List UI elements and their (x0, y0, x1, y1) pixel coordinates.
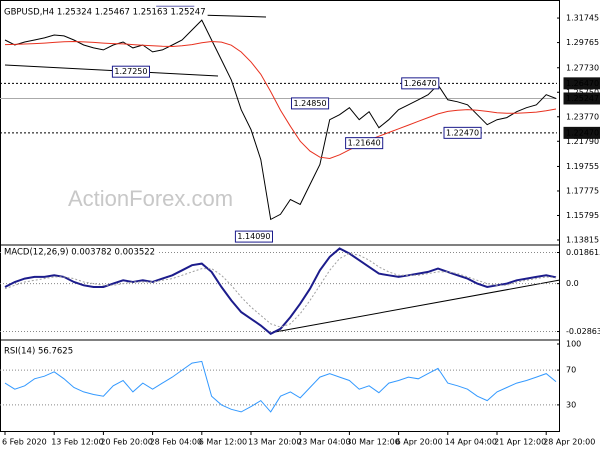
y-tick-label: 0.018615 (566, 248, 600, 257)
level-box (563, 126, 600, 139)
x-tick-label: 6 Apr 20:00 (396, 438, 443, 447)
series-line (4, 252, 557, 328)
last-price-box (563, 92, 600, 105)
series-line (4, 40, 557, 160)
y-tick-label: 1.31745 (566, 14, 599, 23)
x-tick-label: 6 Mar 12:00 (199, 438, 247, 447)
x-tick-label: 20 Feb 20:00 (100, 438, 152, 447)
frame (0, 0, 560, 432)
x-tick-label: 14 Apr 04:00 (445, 438, 497, 447)
y-tick-label: 100 (566, 340, 581, 349)
x-tick-label: 28 Feb 04:00 (150, 438, 202, 447)
y-tick-label: 1.25750 (566, 88, 599, 97)
panel-title: RSI(14) 56.7625 (4, 347, 73, 357)
annotation-box (234, 230, 273, 243)
annotation-box (111, 65, 150, 78)
panel-title: GBPUSD,H4 1.25324 1.25467 1.25163 1.2524… (4, 8, 206, 18)
x-tick-label: 28 Apr 20:00 (543, 438, 595, 447)
watermark: ActionForex.com (68, 186, 233, 211)
annotation-label: 1.22470 (446, 128, 479, 137)
title-bg (2, 6, 208, 19)
y-tick-label: 1.21790 (566, 137, 599, 146)
annotation-label: 1.21640 (348, 139, 381, 148)
series-line (4, 360, 557, 413)
y-tick-label: 30 (566, 400, 576, 409)
y-tick-label: 1.13815 (566, 235, 599, 244)
level-label: 1.26470 (566, 79, 599, 88)
y-tick-label: 70 (566, 366, 576, 375)
y-tick-label: 1.23770 (566, 112, 599, 121)
title-bg (2, 345, 76, 358)
y-tick-label: 1.15795 (566, 211, 599, 220)
annotation-label: 1.24850 (293, 99, 326, 108)
trend-line (197, 14, 267, 18)
title-bg (2, 246, 158, 259)
x-tick-label: 23 Mar 04:00 (297, 438, 350, 447)
trend-line (4, 64, 219, 77)
x-tick-label: 13 Mar 20:00 (248, 438, 301, 447)
annotation-label: 1.27250 (114, 67, 147, 76)
annotation-box (443, 126, 482, 139)
x-tick-label: 13 Feb 12:00 (51, 438, 103, 447)
annotation-box (401, 77, 440, 90)
series-line (4, 247, 557, 335)
last-price-label: 1.25247 (566, 94, 599, 103)
annotation-label: 1.26470 (404, 79, 437, 88)
x-tick-label: 21 Apr 12:00 (494, 438, 546, 447)
trend-line (274, 279, 561, 333)
y-tick-label: 1.29765 (566, 38, 599, 47)
y-tick-label: 1.19755 (566, 162, 599, 171)
panel-title: MACD(12,26,9) 0.003782 0.003522 (4, 248, 155, 258)
y-tick-label: 0.0 (566, 279, 579, 288)
annotation-label: 1.14090 (237, 232, 270, 241)
annotation-box (345, 137, 384, 150)
y-tick-label: -0.028631 (566, 327, 600, 336)
series-line (4, 19, 557, 221)
level-box (563, 77, 600, 90)
y-tick-label: 1.17775 (566, 186, 599, 195)
y-tick-label: 1.27730 (566, 63, 599, 72)
x-tick-label: 6 Feb 2020 (2, 438, 47, 447)
annotation-box (290, 97, 330, 110)
level-label: 1.22470 (566, 128, 599, 137)
x-tick-label: 30 Mar 12:00 (346, 438, 399, 447)
